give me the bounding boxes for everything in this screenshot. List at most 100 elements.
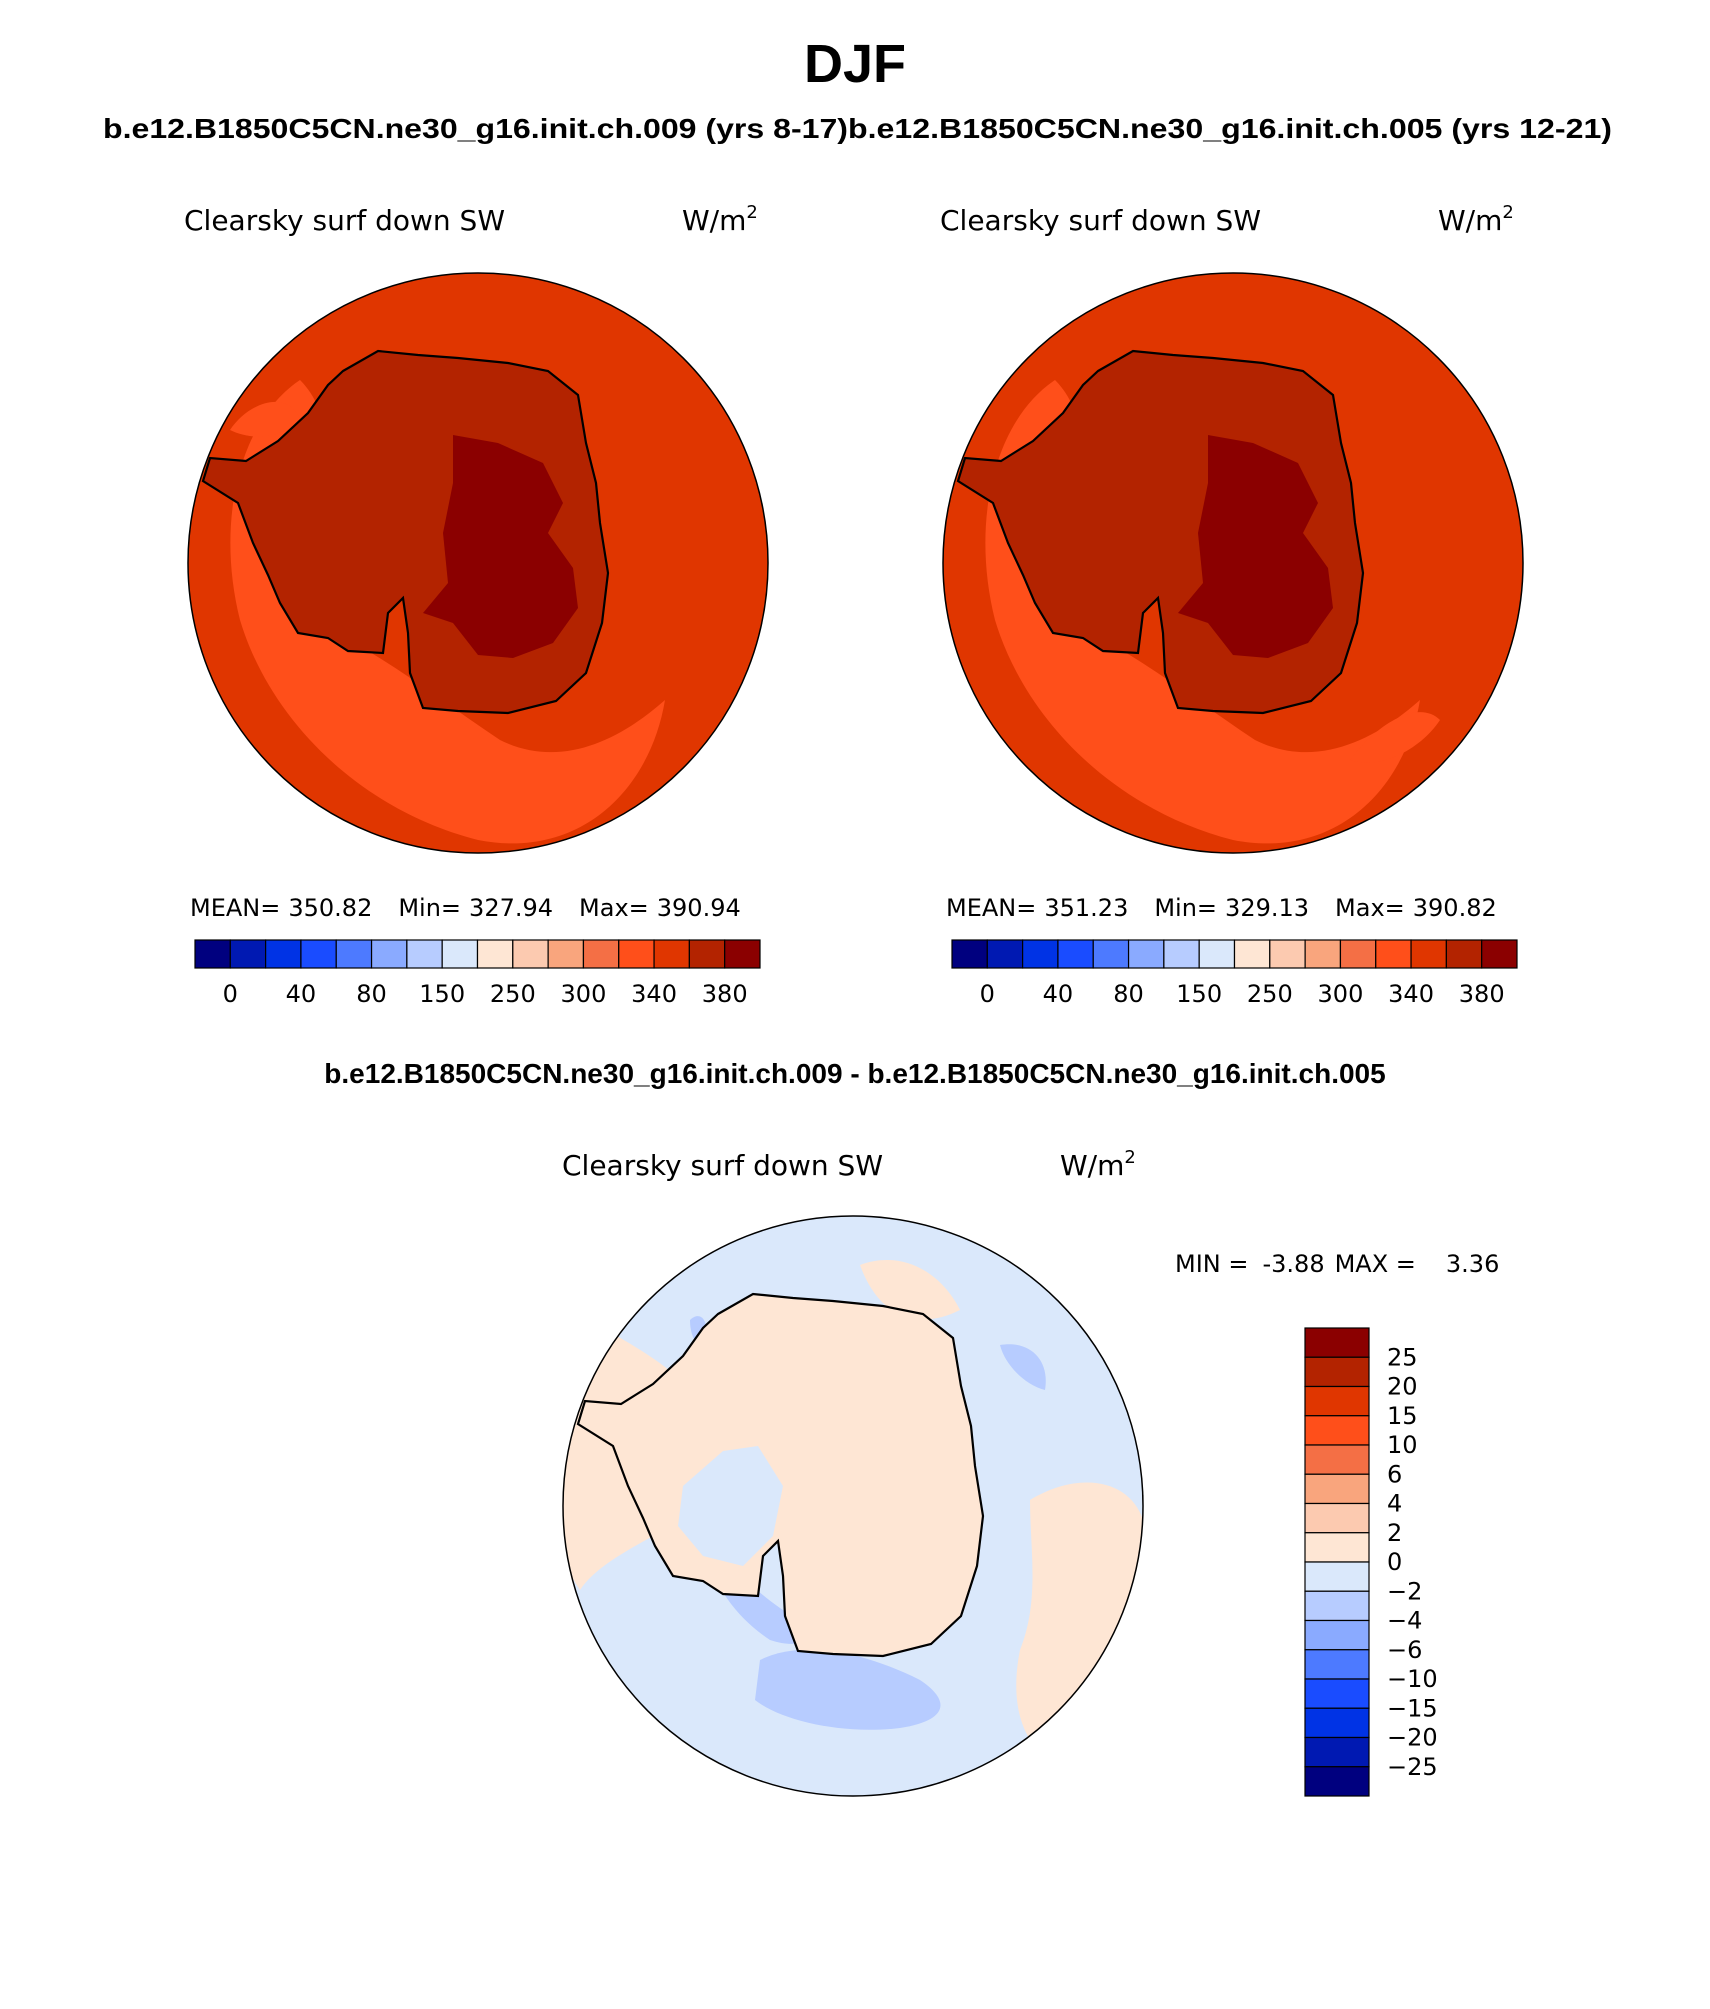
minmax-line: MIN = -3.88 MAX = 3.36 (1175, 1250, 1499, 1278)
colorbar-bin (441, 939, 479, 969)
colorbar-bin (1304, 1619, 1370, 1651)
colorbar-tick-label: 300 (561, 980, 607, 1008)
colorbar-bin (1339, 939, 1377, 969)
colorbar-bin (1127, 939, 1165, 969)
colorbar-tick-label: 80 (1113, 980, 1144, 1008)
colorbar-bin (1022, 939, 1059, 969)
units-label: W/m2 (1060, 1147, 1136, 1182)
colorbar-bin (1304, 1678, 1370, 1709)
colorbar-tick-label: 340 (631, 980, 677, 1008)
colorbar-tick-label: 250 (490, 980, 536, 1008)
colorbar-bin (1304, 939, 1342, 969)
colorbar-bin (653, 939, 690, 969)
colorbar-tick-label: 380 (1459, 980, 1505, 1008)
panel-ch009: Clearsky surf down SW W/m2 MEAN= 350.82 Mi… (184, 202, 769, 1008)
main-title: DJF (804, 34, 906, 94)
panel-ch005: Clearsky surf down SW W/m2 MEAN= 351.23 Mi… (940, 202, 1524, 1008)
colorbar-bin (1304, 1385, 1370, 1417)
map-border (942, 272, 1524, 854)
colorbar-tick-label: −20 (1387, 1724, 1438, 1752)
subtitle-left: b.e12.B1850C5CN.ne30_g16.init.ch.009 (yr… (103, 113, 848, 144)
colorbar-bin (1410, 939, 1447, 969)
variable-label: Clearsky surf down SW (562, 1149, 883, 1182)
colorbar-bin (300, 939, 337, 969)
stats-line: MEAN= 351.23 Min= 329.13 Max= 390.82 (946, 894, 1497, 922)
colorbar-bin (1304, 1736, 1370, 1768)
polar-map (563, 1216, 1143, 1796)
colorbar-tick-label: −25 (1387, 1753, 1438, 1781)
colorbar-tick-label: 150 (1176, 980, 1222, 1008)
colorbar-tick-label: 10 (1387, 1431, 1418, 1459)
colorbar-bin (1304, 1415, 1370, 1446)
colorbar-tick-label: 4 (1387, 1490, 1402, 1518)
antarctica-negative-inlet (678, 1446, 783, 1566)
colorbar-tick-label: 0 (223, 980, 238, 1008)
map-border (562, 1215, 1144, 1797)
colorbar-bin (1092, 939, 1130, 969)
colorbar-bin (1304, 1590, 1370, 1622)
colorbar-tick-label: 6 (1387, 1460, 1402, 1488)
colorbar-tick-label: 40 (286, 980, 317, 1008)
antarctica-plateau (1178, 435, 1333, 658)
colorbar-bin (1304, 1327, 1370, 1358)
colorbar-bin (1304, 1444, 1370, 1475)
colorbar-bin (951, 939, 988, 969)
colorbar-bin (265, 939, 302, 969)
colorbar-tick-label: 0 (1387, 1548, 1402, 1576)
colorbar-bin (724, 939, 761, 969)
colorbar-bin (618, 939, 655, 969)
subtitle-right: b.e12.B1850C5CN.ne30_g16.init.ch.005 (yr… (848, 113, 1612, 144)
polar-map (943, 273, 1523, 853)
field-positive-east (1016, 1482, 1143, 1760)
colorbar-bin (1481, 939, 1518, 969)
colorbar-bin (1304, 1473, 1370, 1505)
colorbar-tick-label: 80 (356, 980, 387, 1008)
colorbar-bin (229, 939, 267, 969)
colorbar-bin (1304, 1532, 1370, 1563)
colorbar-tick-label: 150 (419, 980, 465, 1008)
field-band-300 (985, 380, 1420, 844)
colorbar-bin (194, 939, 231, 969)
colorbar-tick-label: −6 (1387, 1636, 1422, 1664)
colorbar-tick-label: 25 (1387, 1343, 1418, 1371)
antarctica-plateau (423, 435, 578, 658)
units-label: W/m2 (682, 202, 758, 237)
colorbar-bin (688, 939, 726, 969)
colorbar-bin (406, 939, 443, 969)
colorbar-bin (986, 939, 1024, 969)
colorbar-bin (1057, 939, 1094, 969)
variable-label: Clearsky surf down SW (940, 204, 1261, 237)
colorbar-bin (370, 939, 408, 969)
colorbar-tick-label: −15 (1387, 1694, 1438, 1722)
colorbar-tick-label: −10 (1387, 1665, 1438, 1693)
colorbar: 0 40 80 150 250 300 340 380 (194, 939, 761, 1008)
colorbar-bin (1163, 939, 1200, 969)
colorbar-tick-label: 300 (1318, 980, 1364, 1008)
map-border (187, 272, 769, 854)
units-label: W/m2 (1438, 202, 1514, 237)
field-band-300 (230, 380, 666, 844)
colorbar-tick-label: 380 (702, 980, 748, 1008)
field-band-300-patch (1350, 712, 1440, 763)
colorbar-bin (335, 939, 373, 969)
field-negative-south (755, 1649, 941, 1730)
colorbar-bin (1304, 1356, 1370, 1388)
colorbar-bin (1304, 1561, 1370, 1592)
field-positive-north (860, 1260, 960, 1320)
colorbar-tick-label: 40 (1043, 980, 1074, 1008)
colorbar-tick-label: 0 (980, 980, 995, 1008)
colorbar-bin (1198, 939, 1236, 969)
colorbar-bin (1269, 939, 1306, 969)
colorbar-bin (547, 939, 585, 969)
colorbar-tick-label: −2 (1387, 1577, 1422, 1605)
colorbar-tick-label: 340 (1388, 980, 1434, 1008)
field-negative-small-2 (1000, 1344, 1046, 1390)
field-band-300b (230, 401, 300, 437)
colorbar-tick-label: −4 (1387, 1607, 1422, 1635)
colorbar-tick-label: 15 (1387, 1402, 1418, 1430)
colorbar-bin (1445, 939, 1483, 969)
stats-line: MEAN= 350.82 Min= 327.94 Max= 390.94 (190, 894, 741, 922)
colorbar-bin (1304, 1649, 1370, 1680)
colorbar: 0 40 80 150 250 300 340 380 (951, 939, 1518, 1008)
